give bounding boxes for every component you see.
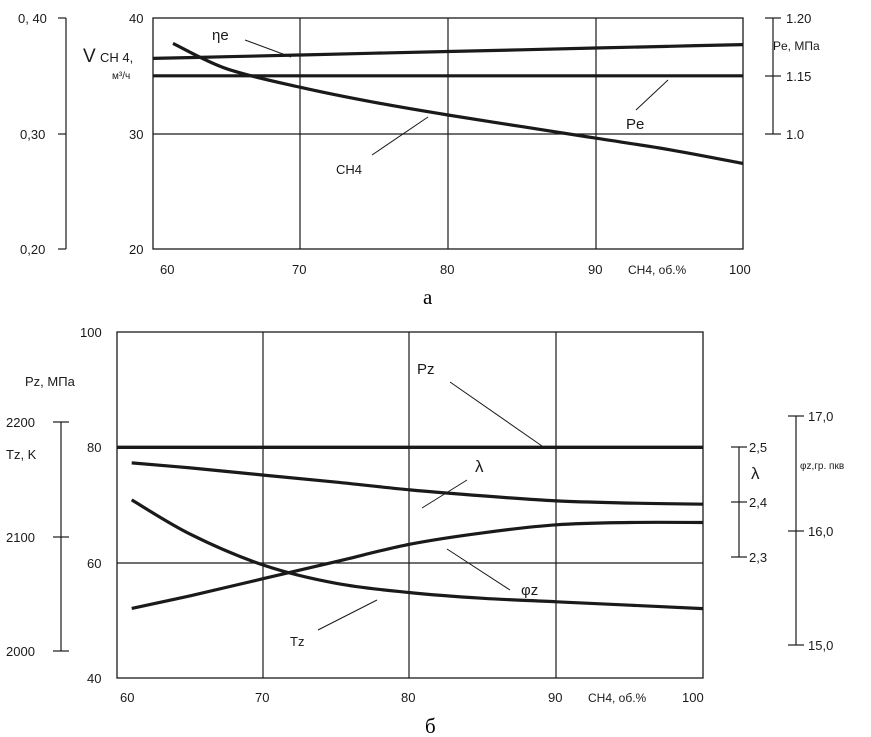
chart-b-right-tick-160: 16,0 (808, 524, 833, 539)
chart-a-ylabel-sub: CH 4, (100, 50, 133, 65)
chart-a-ylabel-unit: м³/ч (112, 71, 130, 82)
chart-b-xtick-100: 100 (682, 690, 704, 705)
chart-a-xtick-100: 100 (729, 262, 751, 277)
chart-b-pz-label: Pz (417, 361, 435, 378)
chart-b-left-axis-label: Tz, K (6, 447, 37, 462)
chart-b-right-axis (788, 415, 804, 646)
chart-b-phiz-label: φz (521, 582, 538, 599)
chart-a-left-axis (58, 17, 67, 250)
chart-a-xtick-90: 90 (588, 262, 602, 277)
chart-b-xlabel: CH4, об.% (588, 691, 647, 705)
chart-b-pz-leader (449, 381, 543, 447)
chart-b-tz-leader (317, 599, 378, 631)
chart-b-caption: б (425, 714, 436, 737)
chart-b-phiz-leader (446, 548, 511, 591)
chart-b-ylabel-main: Pz, МПа (25, 374, 76, 389)
chart-b-series-phiz-line (131, 520, 704, 610)
chart-a-ytick-30: 30 (129, 127, 143, 142)
chart-a-eta-leader (244, 39, 292, 58)
chart-a-series-ch4-line (172, 41, 744, 166)
chart-b-left-tick-2000: 2000 (6, 644, 35, 659)
chart-b-ytick-40: 40 (87, 671, 101, 686)
chart-a-left-tick-020: 0,20 (20, 242, 45, 257)
chart-a-ylabel-main: V (83, 46, 96, 67)
chart-b-left-tick-2100: 2100 (6, 530, 35, 545)
chart-b-xtick-80: 80 (401, 690, 415, 705)
chart-a-right-tick-120: 1.20 (786, 11, 811, 26)
chart-a-right-axis-label: Pe, МПа (773, 39, 820, 53)
chart-b-series-tz-line (130, 498, 704, 611)
chart-a-ytick-40: 40 (129, 11, 143, 26)
chart-b: 100 80 60 40 Pz, МПа 2200 2100 2000 Tz, … (6, 325, 844, 737)
chart-b-ytick-60: 60 (87, 556, 101, 571)
chart-b-right-tick-150: 15,0 (808, 638, 833, 653)
chart-a-xtick-80: 80 (440, 262, 454, 277)
chart-b-lambda-axis-label: λ (751, 464, 760, 483)
chart-a-ch4-leader (371, 116, 429, 156)
chart-b-right-tick-170: 17,0 (808, 409, 833, 424)
chart-b-lambda-tick-24: 2,4 (749, 495, 767, 510)
chart-a-pe-leader (635, 79, 669, 111)
chart-b-ytick-100: 100 (80, 325, 102, 340)
chart-b-lambda-leader (421, 479, 468, 509)
chart-b-ytick-80: 80 (87, 440, 101, 455)
chart-b-lambda-label: λ (475, 457, 484, 476)
chart-a-left-tick-030: 0,30 (20, 127, 45, 142)
chart-b-xtick-90: 90 (548, 690, 562, 705)
chart-b-series-lambda-line (131, 461, 704, 506)
chart-b-xtick-70: 70 (255, 690, 269, 705)
chart-a: 40 30 20 V CH 4, м³/ч 0, 40 0,30 0,20 1.… (18, 11, 820, 309)
chart-b-xtick-60: 60 (120, 690, 134, 705)
chart-b-tz-label: Tz (290, 634, 304, 649)
chart-a-pe-label: Pe (626, 116, 644, 133)
chart-b-lambda-axis (731, 446, 747, 558)
chart-a-series-eta-line (152, 43, 744, 60)
chart-a-right-axis (765, 17, 781, 135)
chart-b-plot-frame (116, 331, 704, 679)
chart-b-lambda-tick-23: 2,3 (749, 550, 767, 565)
chart-a-right-tick-115: 1.15 (786, 69, 811, 84)
chart-a-ytick-20: 20 (129, 242, 143, 257)
chart-b-left-tick-2200: 2200 (6, 415, 35, 430)
chart-b-grid (117, 332, 703, 678)
chart-a-eta-label: ηe (212, 27, 229, 44)
chart-b-lambda-tick-25: 2,5 (749, 440, 767, 455)
chart-a-xtick-60: 60 (160, 262, 174, 277)
chart-a-caption: а (423, 285, 433, 309)
chart-b-left-axis (53, 421, 69, 652)
chart-a-xlabel: CH4, об.% (628, 263, 687, 277)
chart-a-ch4-label: CH4 (336, 162, 362, 177)
chart-b-right-axis-label: φz,гр. пкв (800, 461, 844, 472)
chart-a-grid (153, 18, 743, 249)
chart-a-right-tick-10: 1.0 (786, 127, 804, 142)
chart-a-xtick-70: 70 (292, 262, 306, 277)
chart-a-left-tick-040: 0, 40 (18, 11, 47, 26)
